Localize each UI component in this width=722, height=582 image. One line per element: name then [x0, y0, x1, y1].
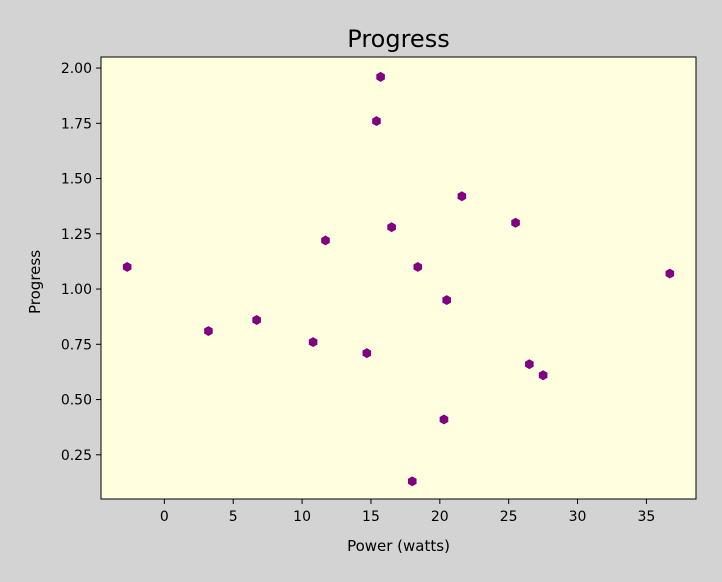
y-tick-label: 0.25 [61, 448, 92, 464]
y-tick-label: 1.00 [61, 282, 92, 298]
x-tick-label: 0 [160, 509, 169, 525]
y-tick-label: 2.00 [61, 61, 92, 77]
data-point [376, 71, 385, 82]
x-axis-ticks: 0 5 10 15 20 25 30 35 [160, 499, 655, 525]
x-tick-label: 10 [293, 509, 311, 525]
y-tick-label: 1.50 [61, 172, 92, 188]
data-point [321, 235, 330, 246]
data-point [407, 476, 417, 487]
data-point [308, 337, 318, 348]
data-point [252, 315, 261, 325]
data-point [362, 348, 372, 359]
data-point [413, 261, 423, 272]
data-point [525, 359, 534, 370]
data-point [538, 370, 548, 381]
x-tick-label: 20 [431, 509, 449, 525]
x-axis-label: Power (watts) [347, 537, 450, 555]
data-point [204, 326, 213, 337]
data-point [442, 295, 452, 306]
data-points [122, 71, 675, 487]
y-tick-label: 1.75 [61, 116, 92, 132]
data-point [122, 261, 132, 272]
data-point [665, 268, 675, 279]
data-point [511, 217, 520, 228]
y-tick-label: 1.25 [61, 227, 92, 243]
plot-frame [100, 56, 697, 500]
y-tick-label: 0.75 [61, 337, 92, 353]
y-axis-ticks: 0.25 0.50 0.75 1.00 1.25 1.50 1.75 2.00 [61, 61, 101, 464]
chart-title: Progress [347, 25, 449, 53]
x-tick-label: 15 [362, 509, 380, 525]
x-tick-label: 30 [569, 509, 587, 525]
x-tick-label: 5 [229, 509, 238, 525]
plot-area [101, 57, 696, 499]
x-tick-label: 35 [638, 509, 656, 525]
data-point [372, 116, 381, 127]
y-axis-label: Progress [26, 250, 44, 314]
y-tick-label: 0.50 [61, 393, 92, 409]
data-point [457, 191, 467, 202]
data-point [387, 222, 396, 233]
data-point [439, 414, 449, 425]
x-tick-label: 25 [500, 509, 518, 525]
